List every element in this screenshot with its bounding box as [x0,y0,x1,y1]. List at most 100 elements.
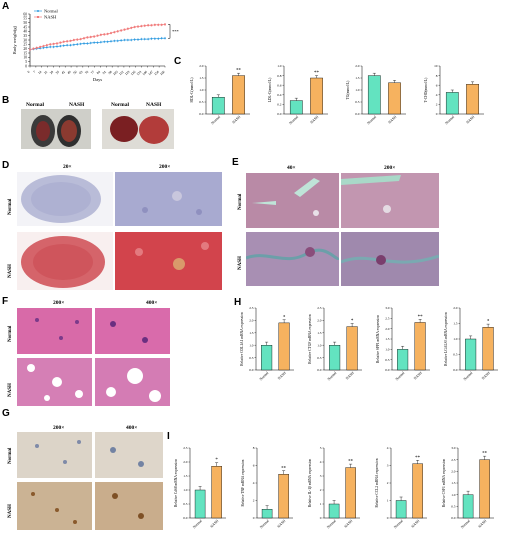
y-axis-label: Relative COL1A1 mRNA expression [240,312,244,366]
data-point [123,39,126,41]
bar-normal [445,92,459,115]
y-axis-label: Relative CSF1 mRNA expression [442,459,446,508]
y-tick-label: 6 [436,83,438,87]
panel-e-mag-1: 40× [287,165,296,171]
data-point [42,46,45,49]
normal-ihc-200x [17,432,92,478]
bar-chart-4: 0.0 0.5 1.0 1.5 2.0 Relative LGALS3 mRNA expr… [444,306,498,381]
y-axis-label: Relative LGALS3 mRNA expression [444,312,448,366]
y-tick-label: 50 [23,21,27,25]
data-point [45,44,48,47]
panel-c-bar-charts: 0.0 0.5 1.0 1.5 2.0 HDL-C(mmol/L) Normal NASH **… [190,64,484,126]
category-label: NASH [388,115,398,125]
data-point [59,41,62,44]
y-tick-label: 0.5 [317,356,322,360]
bar-normal [194,489,206,519]
category-label: Normal [395,371,406,382]
significance-label: * [283,315,286,320]
panel-letter-e: E [232,157,239,168]
bar-chart-2: 0.0 0.5 1.0 1.5 2.0 2.5 Relative CTGF mRNA exp… [308,306,362,381]
y-tick-label: 20 [23,47,27,51]
y-tick-label: 0.0 [385,368,390,372]
category-label: NASH [411,519,421,529]
nash-stain-low-mag [17,232,113,290]
data-point [113,31,116,34]
y-tick-label: 1.5 [453,322,458,326]
x-tick-label: 98 [108,70,113,75]
bar-chart-3: 0 1 2 3 4 5 Relative IL-1β mRNA expression Norm… [308,446,360,529]
y-tick-label: 1.5 [451,481,456,485]
normal-ihc-400x [95,432,163,478]
panel-f-row-normal: Normal [8,325,13,342]
data-point [150,24,153,27]
panel-letter-g: G [2,408,10,419]
legend-label-nash: NASH [44,15,57,20]
data-point [45,46,48,49]
nash-fibrosis-high-mag [341,232,439,286]
panel-e-mag-2: 200× [384,165,396,171]
data-point [126,27,129,30]
x-tick-label: 42 [61,70,66,75]
x-tick-label: 91 [102,70,107,75]
category-label: Normal [259,519,270,530]
x-tick-label: 84 [96,70,101,75]
y-tick-label: 2.0 [355,64,360,68]
data-point [160,37,163,40]
x-tick-label: 147 [148,70,155,77]
data-point [116,30,119,33]
y-tick-label: 4 [436,93,438,97]
data-point [32,47,35,50]
data-point [137,25,139,28]
panel-h-bar-charts: 0.0 0.5 1.0 1.5 2.0 2.5 Relative COL1A1 mRNA e… [240,306,498,382]
data-point [137,38,139,41]
data-point [96,41,99,44]
category-label: Normal [288,115,299,126]
legend-label-normal: Normal [44,9,58,14]
data-point [140,38,143,41]
y-tick-label: 6 [253,464,255,468]
panel-letter-a: A [2,1,10,12]
category-label: Normal [210,115,221,126]
data-point [113,39,116,42]
data-point [103,33,106,36]
data-point [110,32,112,34]
y-axis-label: Relative SPP1 mRNA expression [376,315,380,363]
bar-nash [412,463,423,519]
y-tick-label: 3.0 [451,446,456,450]
y-tick-label: 0.5 [183,502,188,506]
data-point [29,48,31,51]
legend-marker [37,10,39,12]
category-label: NASH [478,519,488,529]
y-tick-label: 1.5 [183,474,188,478]
panel-letter-b: B [2,95,10,106]
y-tick-label: 2.5 [249,306,254,310]
y-tick-label: 1.5 [199,76,204,80]
category-label: Normal [192,519,203,530]
data-point [99,41,102,44]
data-point [56,42,58,45]
y-axis-label: T-CHO(mmol/L) [424,77,428,102]
y-axis-label: Relative CCL2 mRNA expression [375,458,379,507]
significance-label: ** [236,69,242,74]
data-point [164,23,166,26]
y-tick-label: 0.0 [451,516,456,520]
data-point [143,38,146,41]
bar-chart-4: 0 2 4 6 8 10 T-CHO(mmol/L) Normal NASH [424,64,484,125]
data-point [157,37,160,40]
y-tick-label: 2 [253,499,255,503]
bar-nash [278,322,290,371]
nash-he-400x [95,358,170,406]
data-point [52,43,55,45]
panel-letter-f: F [2,296,9,307]
panel-letter-c: C [174,56,182,67]
significance-label: * [215,458,218,463]
panel-b-label-normal-2: Normal [111,102,130,108]
x-tick-label: 21 [43,70,48,75]
bar-nash [310,77,323,115]
category-label: NASH [232,115,242,125]
x-tick-label: 35 [55,70,60,75]
data-point [83,37,85,40]
data-point [76,43,79,46]
y-tick-label: 45 [23,25,27,29]
